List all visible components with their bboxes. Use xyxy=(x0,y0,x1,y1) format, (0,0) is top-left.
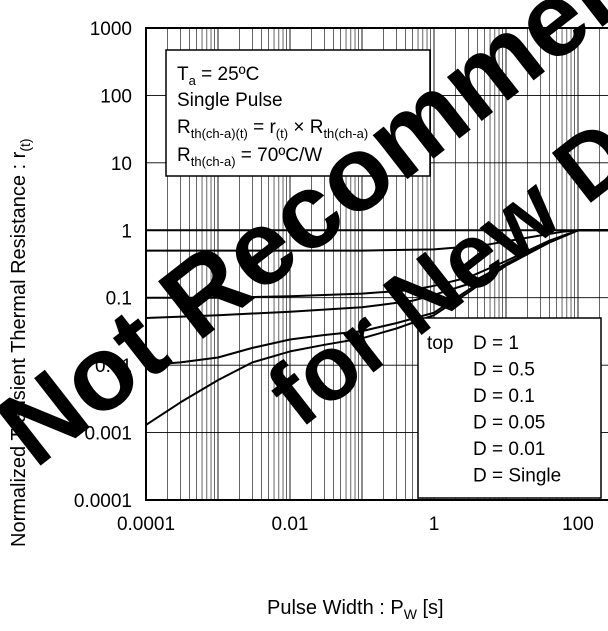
legend-entry: D = 0.5 xyxy=(473,360,535,381)
y-tick-label: 0.01 xyxy=(95,356,132,377)
x-tick-label: 0.01 xyxy=(272,514,309,535)
y-tick-label: 0.001 xyxy=(84,424,132,445)
legend-entry: D = 0.1 xyxy=(473,386,535,407)
series-lines xyxy=(145,229,608,426)
y-tick-label: 1 xyxy=(121,221,132,242)
conditions-box xyxy=(165,49,431,177)
legend-items: D = 1 D = 0.5 D = 0.1 D = 0.05 D = 0.01 D = S… xyxy=(473,333,561,487)
ambient-temp-note: Ta = 25ºC xyxy=(177,64,259,88)
y-tick-label: 10 xyxy=(111,154,132,175)
legend-title: top xyxy=(427,333,453,354)
x-tick-label: 100 xyxy=(562,514,594,535)
y-tick-label: 100 xyxy=(100,86,132,107)
legend-entry: D = 1 xyxy=(473,333,519,354)
x-tick-label: 1 xyxy=(429,514,440,535)
legend-entry: D = 0.05 xyxy=(473,413,545,434)
x-axis-label: Pulse Width : PW [s] xyxy=(267,597,444,622)
x-tick-labels: 0.0001 0.01 1 100 xyxy=(117,514,594,535)
y-axis-label: Normalized Transient Thermal Resistance … xyxy=(8,138,33,547)
rth-note: Rth(ch-a) = 70ºC/W xyxy=(177,145,322,169)
formula-note: Rth(ch-a)(t) = r(t) × Rth(ch-a) xyxy=(177,117,368,141)
series-line xyxy=(146,229,608,252)
plot-frame xyxy=(145,27,608,501)
x-tick-label: 0.0001 xyxy=(117,514,175,535)
y-tick-labels: 0.0001 0.001 0.01 0.1 1 10 100 1000 xyxy=(74,19,132,512)
y-tick-label: 0.0001 xyxy=(74,491,132,512)
single-pulse-note: Single Pulse xyxy=(177,90,283,111)
series-line xyxy=(145,229,608,426)
legend-entry: D = Single xyxy=(473,466,561,487)
y-tick-label: 0.1 xyxy=(106,289,132,310)
y-tick-label: 1000 xyxy=(90,19,132,40)
legend-entry: D = 0.01 xyxy=(473,439,545,460)
legend-box xyxy=(417,317,602,499)
